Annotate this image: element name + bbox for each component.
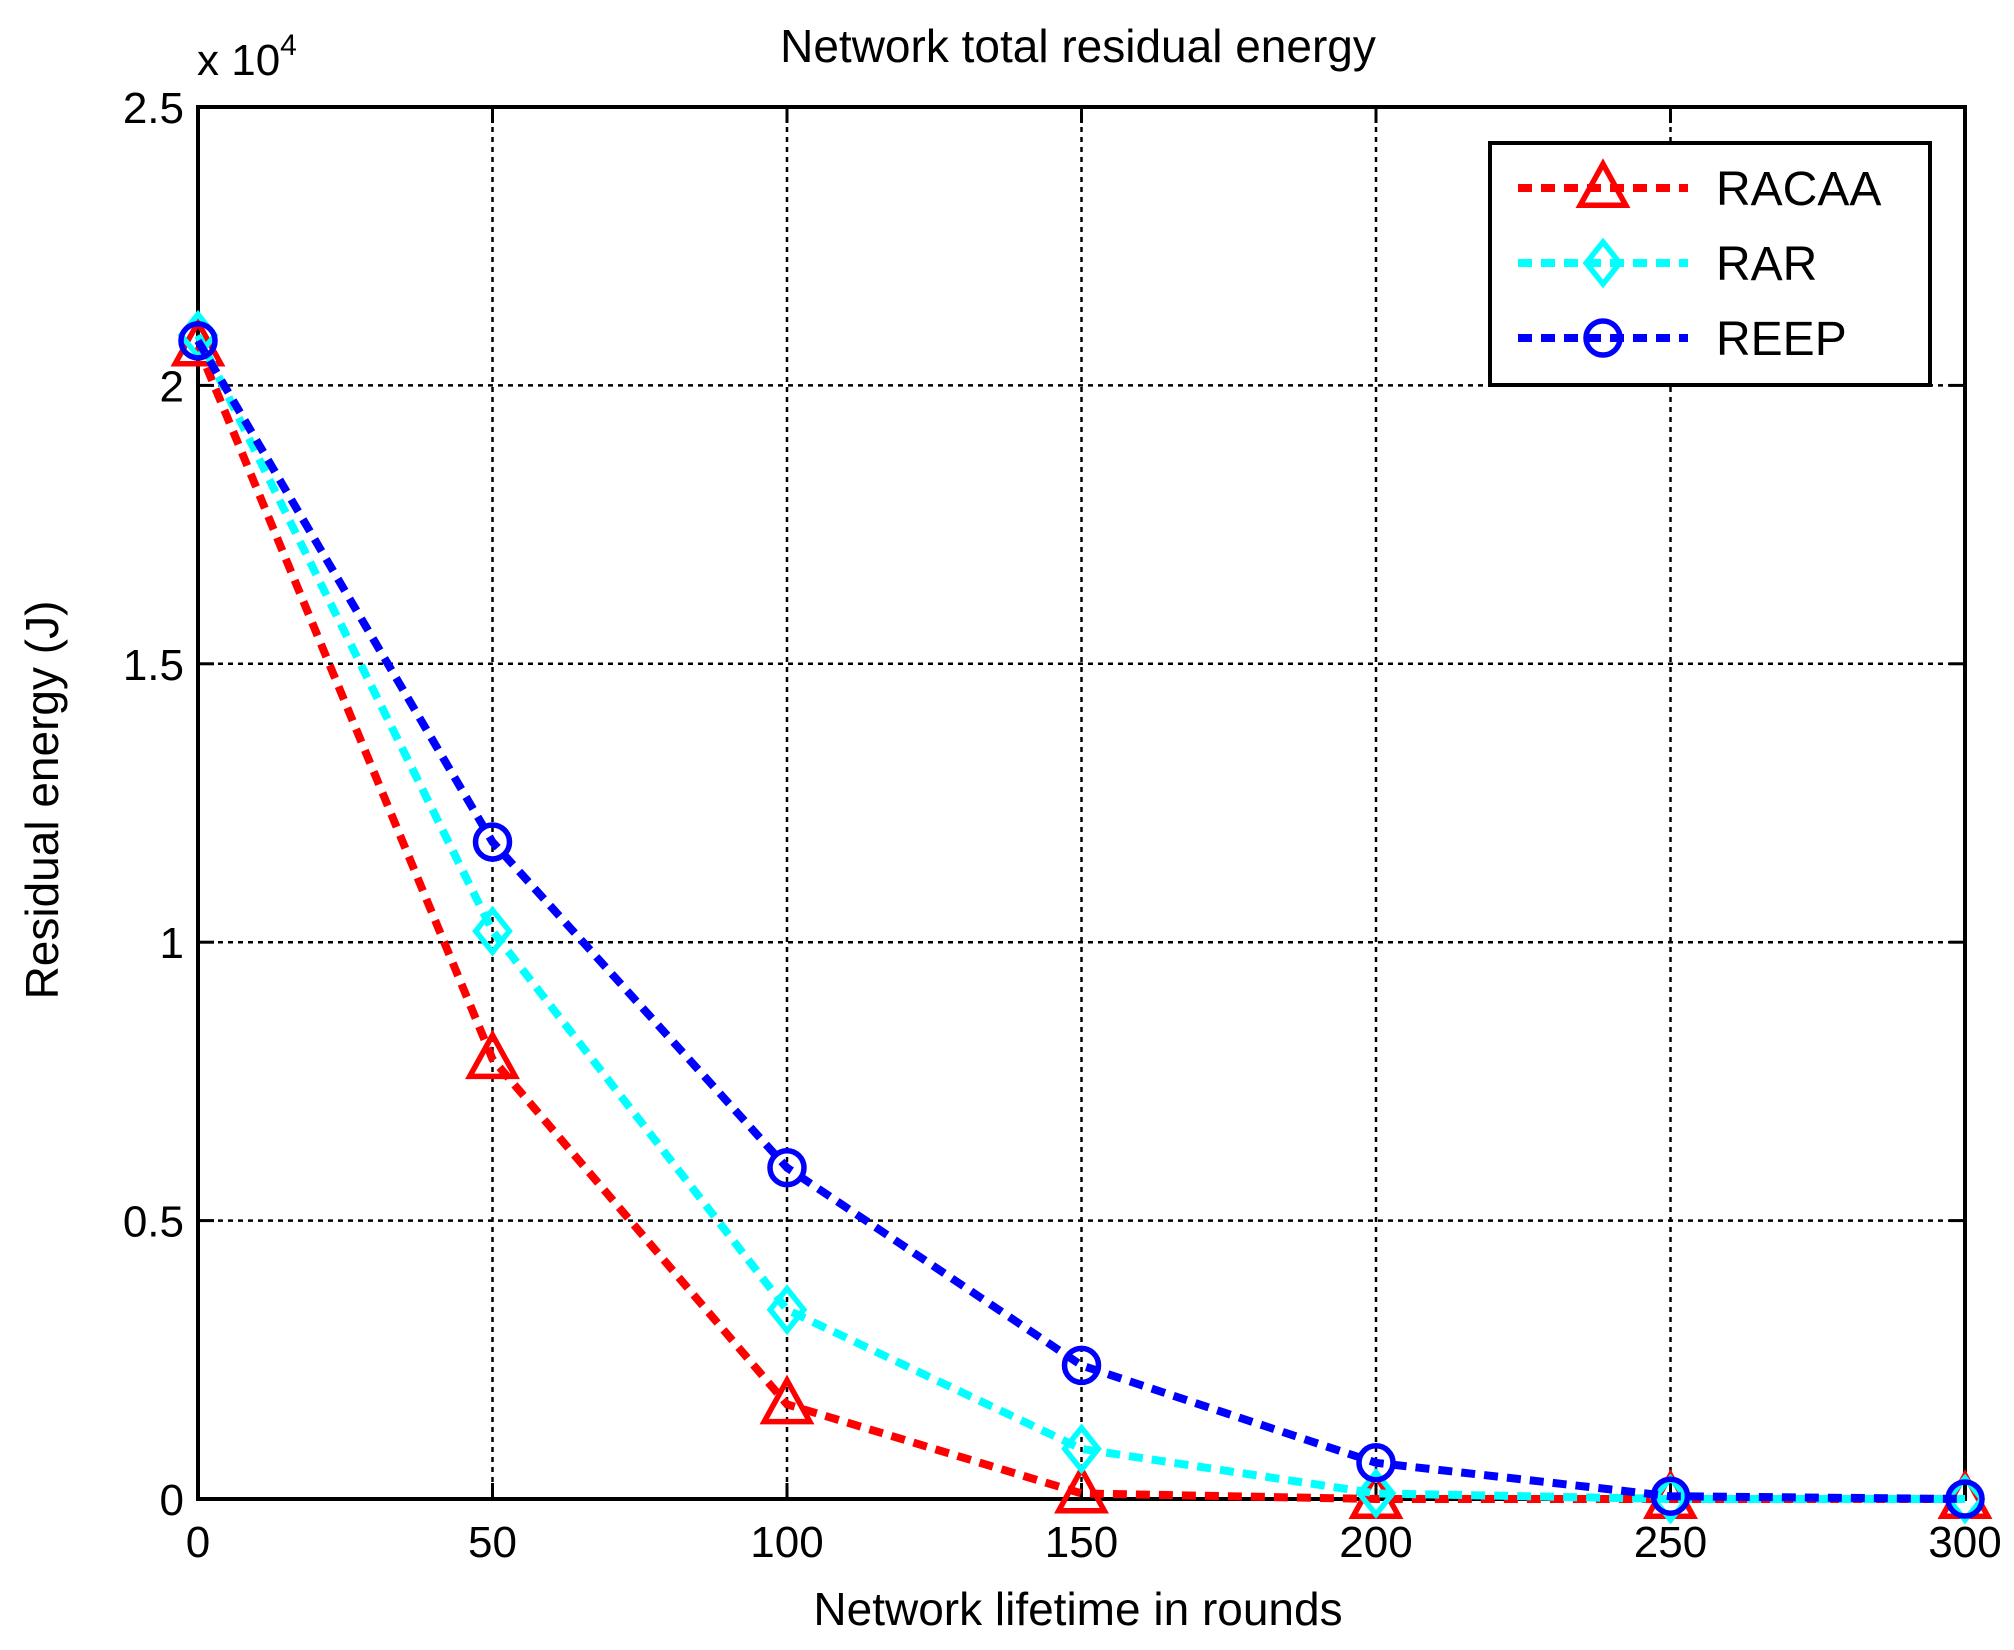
legend-label: REEP bbox=[1716, 313, 1847, 366]
data-point-racaa bbox=[759, 1374, 815, 1425]
x-tick-label: 100 bbox=[750, 1518, 823, 1567]
legend-label: RAR bbox=[1716, 238, 1817, 291]
data-point-reep bbox=[472, 822, 513, 862]
data-point-rar bbox=[766, 1284, 808, 1336]
legend-box bbox=[1488, 141, 1932, 387]
y-axis-label: Residual energy (J) bbox=[16, 601, 68, 1000]
data-point-reep bbox=[1061, 1345, 1102, 1386]
tick-layer: 0 50 100 150 200 250 300 0 0.5 1 1.5 2 2.5 bbox=[123, 84, 2002, 1567]
x-tick-label: 50 bbox=[468, 1518, 517, 1567]
series-reep bbox=[178, 321, 1985, 1519]
y-tick-label: 1 bbox=[160, 919, 184, 968]
legend: RACAA RAR REEP bbox=[1488, 141, 1932, 387]
data-point-reep bbox=[1945, 1479, 1985, 1519]
data-point-rar bbox=[1061, 1423, 1102, 1475]
y-axis-multiplier-base: x 10 bbox=[197, 36, 280, 85]
legend-marker bbox=[1583, 318, 1623, 358]
legend-item-reep: REEP bbox=[1518, 313, 1847, 366]
x-axis-label: Network lifetime in rounds bbox=[813, 1583, 1342, 1635]
y-tick-label: 0.5 bbox=[123, 1198, 184, 1247]
y-axis-multiplier-exponent: 4 bbox=[280, 29, 297, 62]
y-tick-label: 2 bbox=[160, 362, 184, 411]
legend-label: RACAA bbox=[1716, 163, 1881, 216]
data-point-rar bbox=[1355, 1468, 1397, 1519]
legend-marker bbox=[1575, 158, 1631, 209]
data-point-racaa bbox=[1054, 1463, 1109, 1514]
legend-marker bbox=[1582, 237, 1624, 289]
data-point-racaa bbox=[465, 1029, 520, 1080]
data-point-reep bbox=[1650, 1476, 1691, 1516]
legend-item-rar: RAR bbox=[1518, 237, 1817, 291]
y-tick-label: 1.5 bbox=[123, 641, 184, 690]
data-point-rar bbox=[1944, 1473, 1986, 1525]
y-axis-multiplier: x 104 bbox=[197, 29, 297, 85]
data-point-reep bbox=[1356, 1443, 1396, 1483]
data-point-rar bbox=[1650, 1473, 1691, 1525]
series-layer bbox=[170, 309, 1993, 1525]
chart-title: Network total residual energy bbox=[780, 20, 1376, 72]
data-point-reep bbox=[178, 321, 218, 361]
data-point-rar bbox=[472, 905, 513, 957]
series-line-reep bbox=[194, 338, 1966, 1503]
legend-item-racaa: RACAA bbox=[1518, 158, 1881, 216]
x-tick-label: 300 bbox=[1928, 1518, 2001, 1567]
x-tick-label: 200 bbox=[1339, 1518, 1412, 1567]
x-tick-label: 0 bbox=[186, 1518, 210, 1567]
x-tick-label: 150 bbox=[1045, 1518, 1118, 1567]
data-point-reep bbox=[767, 1147, 807, 1188]
x-tick-label: 250 bbox=[1634, 1518, 1707, 1567]
y-tick-label: 2.5 bbox=[123, 84, 184, 133]
y-tick-label: 0 bbox=[160, 1476, 184, 1525]
